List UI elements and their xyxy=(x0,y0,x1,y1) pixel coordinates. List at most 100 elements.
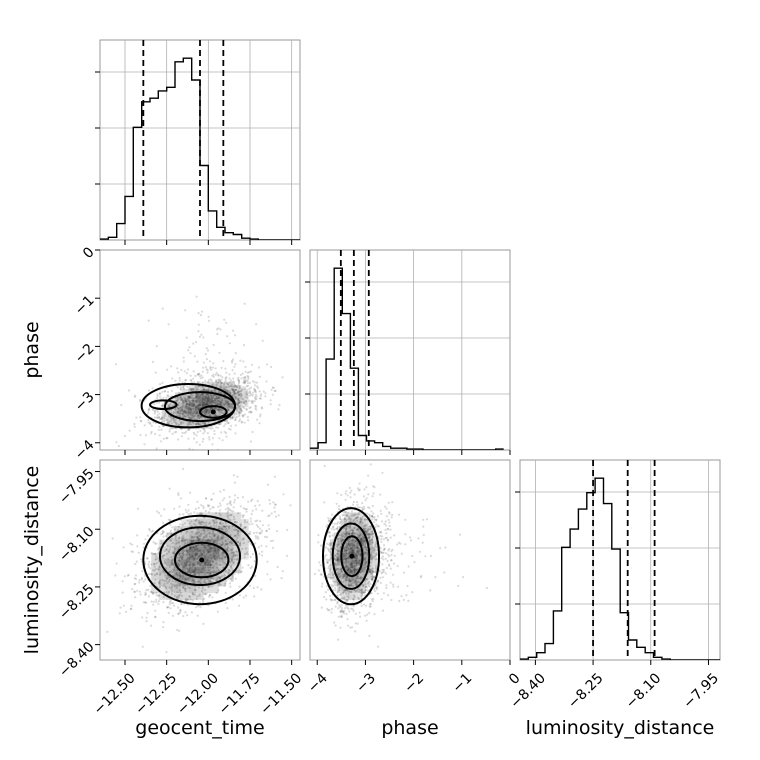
scatter-point xyxy=(350,571,353,575)
scatter-point xyxy=(350,584,353,587)
scatter-point xyxy=(168,565,171,568)
scatter-point xyxy=(384,528,387,532)
scatter-point xyxy=(187,408,190,411)
scatter-point xyxy=(209,539,212,542)
density-cell xyxy=(358,559,363,567)
scatter-point xyxy=(243,421,246,424)
scatter-point xyxy=(237,530,240,533)
scatter-point xyxy=(197,414,200,417)
scatter-point xyxy=(153,582,156,585)
density-cell xyxy=(373,539,377,546)
scatter-point xyxy=(185,559,188,562)
scatter-point xyxy=(342,591,345,594)
scatter-point xyxy=(236,475,239,478)
scatter-point xyxy=(200,523,203,526)
scatter-point xyxy=(214,390,217,393)
scatter-point xyxy=(244,526,247,529)
scatter-point xyxy=(222,525,225,528)
scatter-point xyxy=(167,404,171,407)
scatter-point xyxy=(181,408,184,411)
scatter-point xyxy=(371,504,374,508)
density-cell xyxy=(226,539,234,546)
scatter-point xyxy=(196,422,199,425)
density-cell xyxy=(226,512,234,520)
scatter-point xyxy=(221,386,224,389)
density-cell xyxy=(369,566,374,573)
scatter-point xyxy=(196,415,199,418)
scatter-point xyxy=(206,369,209,372)
scatter-point xyxy=(348,552,351,555)
scatter-point xyxy=(205,410,208,413)
scatter-point xyxy=(203,529,206,533)
scatter-point xyxy=(338,560,341,563)
scatter-point xyxy=(243,400,246,403)
scatter-point xyxy=(210,556,213,559)
scatter-point xyxy=(336,492,339,495)
scatter-point xyxy=(350,562,353,565)
scatter-point xyxy=(225,543,229,546)
scatter-point xyxy=(147,565,150,568)
scatter-point xyxy=(201,553,204,556)
scatter-point xyxy=(372,556,375,559)
scatter-point xyxy=(209,544,212,547)
scatter-point xyxy=(213,397,216,401)
scatter-point xyxy=(346,569,349,572)
scatter-point xyxy=(159,440,163,443)
scatter-point xyxy=(202,565,205,568)
density-cell xyxy=(188,421,195,425)
scatter-point xyxy=(357,513,360,516)
scatter-point xyxy=(200,543,204,546)
scatter-point xyxy=(195,545,198,548)
scatter-point xyxy=(225,512,229,515)
scatter-point xyxy=(357,561,360,564)
scatter-point xyxy=(168,428,171,431)
scatter-point xyxy=(236,533,239,536)
scatter-point xyxy=(155,401,158,404)
scatter-point xyxy=(209,546,212,550)
scatter-point xyxy=(183,565,186,569)
density-cell xyxy=(355,532,359,540)
scatter-point xyxy=(210,389,213,392)
scatter-point xyxy=(214,413,217,416)
scatter-point xyxy=(214,400,217,403)
density-cell xyxy=(151,573,159,580)
scatter-point xyxy=(187,586,190,589)
scatter-point xyxy=(193,572,196,576)
scatter-point xyxy=(211,538,214,541)
scatter-point xyxy=(213,533,216,536)
scatter-point xyxy=(364,543,367,546)
density-cell xyxy=(355,519,359,526)
scatter-point xyxy=(154,410,157,413)
scatter-point xyxy=(203,532,206,535)
scatter-point xyxy=(196,560,199,563)
scatter-point xyxy=(128,429,131,432)
scatter-point xyxy=(336,601,339,604)
scatter-point xyxy=(189,572,192,575)
scatter-point xyxy=(380,551,383,554)
scatter-point xyxy=(182,566,185,569)
scatter-point xyxy=(359,517,362,521)
scatter-point xyxy=(332,576,335,579)
histogram-line xyxy=(100,57,300,240)
scatter-point xyxy=(158,583,162,586)
scatter-point xyxy=(340,604,343,607)
scatter-point xyxy=(190,540,194,544)
scatter-point xyxy=(240,377,243,380)
scatter-point xyxy=(208,548,211,551)
density-cell xyxy=(203,586,212,594)
scatter-point xyxy=(254,407,257,410)
panel-frame xyxy=(309,459,511,661)
scatter-point xyxy=(364,565,368,569)
scatter-point xyxy=(156,416,159,419)
scatter-point xyxy=(207,569,210,572)
scatter-point xyxy=(226,401,229,404)
scatter-point xyxy=(177,493,180,497)
scatter-point xyxy=(163,390,166,393)
scatter-point xyxy=(343,550,346,553)
scatter-point xyxy=(439,547,442,550)
scatter-point xyxy=(136,507,140,510)
scatter-point xyxy=(240,420,243,423)
scatter-point xyxy=(253,399,256,403)
scatter-point xyxy=(354,559,357,563)
scatter-point xyxy=(177,413,181,416)
